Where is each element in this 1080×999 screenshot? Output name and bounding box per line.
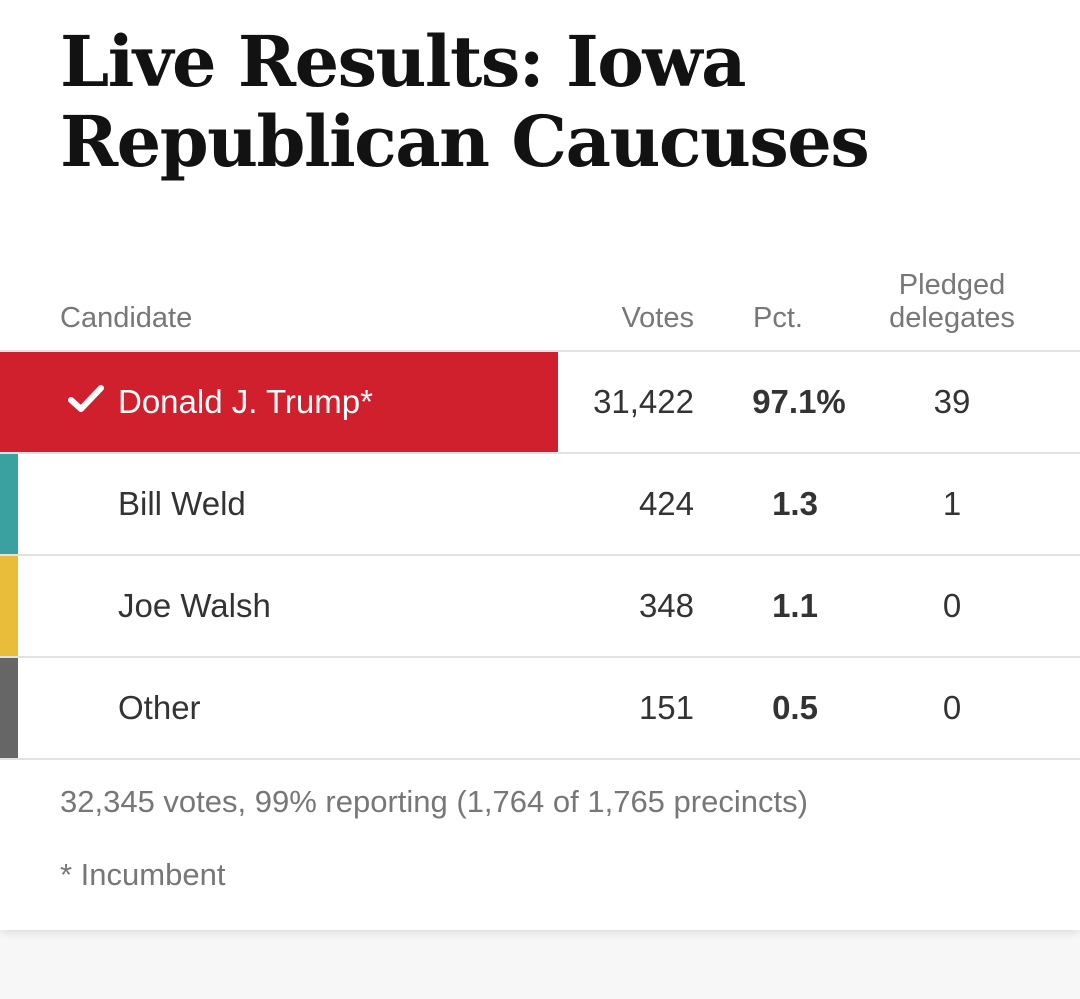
- table-row: Bill Weld 424 1.3 1: [0, 452, 1080, 554]
- column-header-pct: Pct.: [753, 302, 803, 334]
- column-header-delegates: Pledged delegates: [872, 269, 1032, 335]
- candidate-pct: 1.1: [772, 587, 818, 624]
- page-title: Live Results: Iowa Republican Caucuses: [60, 20, 870, 183]
- reporting-summary: 32,345 votes, 99% reporting (1,764 of 1,…: [60, 784, 808, 819]
- column-header-candidate: Candidate: [60, 302, 193, 334]
- candidate-votes: 348: [638, 587, 694, 624]
- candidate-votes: 151: [638, 689, 694, 726]
- candidate-name: Other: [118, 689, 201, 726]
- results-card: Live Results: Iowa Republican Caucuses C…: [0, 20, 1080, 892]
- candidate-name: Donald J. Trump*: [118, 383, 373, 420]
- table-row: Joe Walsh 348 1.1 0: [0, 554, 1080, 656]
- candidate-votes: 424: [638, 485, 694, 522]
- candidate-color-stripe: [0, 454, 18, 554]
- candidate-name: Joe Walsh: [118, 587, 271, 624]
- table-row: Donald J. Trump* 31,422 97.1% 39: [0, 350, 1080, 452]
- table-row: Other 151 0.5 0: [0, 656, 1080, 760]
- candidate-pct: 0.5: [772, 689, 818, 726]
- candidate-delegates: 1: [942, 485, 962, 522]
- candidate-pct: 97.1%: [752, 383, 846, 420]
- winner-highlight: [0, 352, 558, 452]
- column-header-delegates-line2: delegates: [889, 302, 1015, 334]
- candidate-pct: 1.3: [772, 485, 818, 522]
- column-header-delegates-line1: Pledged: [898, 269, 1006, 301]
- checkmark-icon: [68, 385, 104, 412]
- candidate-color-stripe: [0, 556, 18, 656]
- candidate-delegates: 0: [942, 587, 962, 624]
- candidate-name: Bill Weld: [118, 485, 246, 522]
- candidate-delegates: 39: [933, 383, 971, 420]
- incumbent-note: * Incumbent: [60, 857, 226, 892]
- candidate-delegates: 0: [942, 689, 962, 726]
- column-header-votes: Votes: [621, 302, 694, 334]
- candidate-votes: 31,422: [593, 383, 694, 420]
- candidate-color-stripe: [0, 658, 18, 758]
